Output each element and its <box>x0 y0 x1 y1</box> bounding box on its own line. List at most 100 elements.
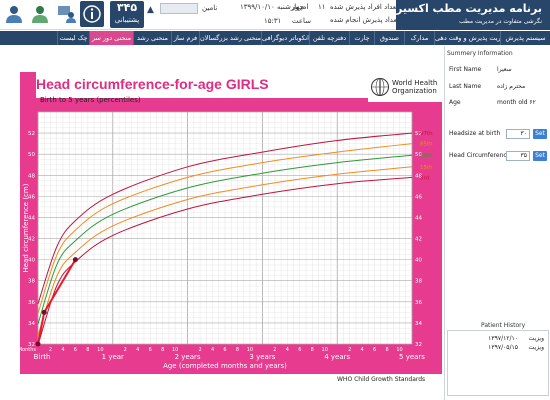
percentile-label: 97th <box>420 131 433 137</box>
x-month-tick: 10 <box>322 347 328 353</box>
x-month-tick: 2 <box>49 347 52 353</box>
x-year-label: 4 years <box>324 353 350 361</box>
y-tick-label: 40 <box>28 258 35 264</box>
x-month-tick: 8 <box>236 347 239 353</box>
percentile-curve-15th <box>37 166 413 336</box>
x-month-tick: 2 <box>124 347 127 353</box>
menu-reception-system[interactable]: سیستم پذیرش <box>500 31 550 45</box>
x-month-tick: 6 <box>373 347 376 353</box>
x-month-tick: 4 <box>61 347 64 353</box>
y-tick-label-right: 34 <box>415 321 422 327</box>
y-tick-label-right: 48 <box>415 173 422 179</box>
x-year-label: 2 years <box>175 353 201 361</box>
support-counter[interactable]: ۳۴۵ پشتیبانی <box>110 1 144 28</box>
last-name-value: محترم زاده <box>497 83 526 90</box>
app-title: برنامه مدیریت مطب اکسیر <box>396 2 542 15</box>
x-month-tick: 6 <box>149 347 152 353</box>
who-standards-footer: WHO Child Growth Standards <box>337 376 426 383</box>
menu-adult-growth[interactable]: منحنی رشد بزرگسالان <box>199 31 261 45</box>
menu-chart[interactable]: چارت <box>349 31 374 45</box>
menu-cashbox[interactable]: صندوق <box>374 31 404 45</box>
y-tick-label-right: 44 <box>415 215 422 221</box>
support-counter-value: ۳۴۵ <box>116 1 138 14</box>
x-month-tick: 10 <box>97 347 103 353</box>
menu-form-builder[interactable]: فرم ساز <box>171 31 199 45</box>
y-tick-label: 52 <box>28 131 35 137</box>
headsize-set-button[interactable]: Set <box>533 129 547 139</box>
y-tick-label: 46 <box>28 194 35 200</box>
chart-title-banner <box>36 72 370 98</box>
menu-phonebook[interactable]: دفترچه تلفن <box>309 31 349 45</box>
upload-arrow-icon[interactable]: ▲ <box>147 5 154 15</box>
first-name-value: سعیرا <box>497 66 512 73</box>
done-count-label: تعداد پذیرش انجام شده <box>330 16 399 24</box>
chart-subtitle: Birth to 5 years (percentiles) <box>40 96 141 104</box>
last-name-label: Last Name <box>449 83 482 90</box>
patient-point <box>41 309 47 315</box>
y-tick-label-right: 42 <box>415 237 422 243</box>
today-date-label: امروز <box>292 3 309 11</box>
y-tick-label: 44 <box>28 215 35 221</box>
y-tick-label: 48 <box>28 173 35 179</box>
y-tick-label-right: 36 <box>415 300 422 306</box>
x-month-tick: 6 <box>298 347 301 353</box>
percentile-label: 3rd <box>420 175 429 181</box>
percentile-label: 50th <box>420 153 433 159</box>
history-item-label[interactable]: ویزیت <box>528 344 544 351</box>
menu-reception-management[interactable]: مدیریت پذیرش و وقت دهی <box>434 31 500 45</box>
patient-point <box>72 257 78 263</box>
y-tick-label: 36 <box>28 300 35 306</box>
percentile-curve-97th <box>37 132 413 305</box>
head-circumference-label: Head Circumference <box>449 152 511 159</box>
presenter-user-icon[interactable] <box>54 1 78 27</box>
info-icon[interactable] <box>80 1 104 27</box>
x-month-tick: 4 <box>211 347 214 353</box>
y-tick-label-right: 32 <box>415 342 422 348</box>
patient-point <box>35 341 41 347</box>
history-item-date[interactable]: ۱۳۹۷/۰۵/۱۵ <box>488 344 518 351</box>
menu-growth-chart[interactable]: منحنی رشد <box>133 31 171 45</box>
top-header: ۳۴۵ پشتیبانی ▲ نامین ۱۳۹۹/۱۰/۱۰ چهارشنبه… <box>0 0 550 30</box>
y-tick-label-right: 50 <box>415 152 422 158</box>
head-circumference-set-button[interactable]: Set <box>533 151 547 161</box>
header-input-field[interactable] <box>160 3 198 14</box>
main-menu-bar: سیستم پذیرش مدیریت پذیرش و وقت دهی مدارک… <box>0 31 550 45</box>
who-line2: Organization <box>392 87 437 95</box>
menu-documents[interactable]: مدارک <box>404 31 434 45</box>
today-date-value: ۱۳۹۹/۱۰/۱۰ چهارشنبه <box>240 3 304 11</box>
staff-user-icon[interactable] <box>28 1 52 27</box>
who-emblem-icon <box>371 78 389 96</box>
patient-history-list[interactable]: ۱۳۹۷/۱۲/۱۰ ویزیت ۱۳۹۷/۰۵/۱۵ ویزیت <box>447 330 549 396</box>
y-tick-label-right: 46 <box>415 194 422 200</box>
history-item-date[interactable]: ۱۳۹۷/۱۲/۱۰ <box>488 335 518 342</box>
app-subtitle: نگرشی متفاوت در مدیریت مطب <box>459 18 542 25</box>
who-line1: World Health <box>392 79 438 87</box>
menu-checklist[interactable]: چک لیست <box>57 31 89 45</box>
x-month-tick: 8 <box>86 347 89 353</box>
y-tick-label: 38 <box>28 279 35 285</box>
y-tick-label: 42 <box>28 237 35 243</box>
x-month-tick: 2 <box>348 347 351 353</box>
menu-incubator[interactable]: انکوباتر دیوگرافی <box>261 31 309 45</box>
x-month-tick: 6 <box>223 347 226 353</box>
x-year-label: Birth <box>34 353 51 361</box>
who-logo: World Health Organization <box>370 74 442 100</box>
headsize-birth-input[interactable]: ۳۰ <box>506 129 530 139</box>
admitted-count-value: ۱۱ <box>318 3 326 11</box>
history-item-label[interactable]: ویزیت <box>528 335 544 342</box>
percentile-curve-3rd <box>37 176 413 346</box>
menu-head-circumference[interactable]: منحنی دور سر <box>89 31 133 45</box>
x-month-tick: 2 <box>198 347 201 353</box>
x-month-tick: 6 <box>74 347 77 353</box>
y-tick-label: 50 <box>28 152 35 158</box>
x-month-tick: 10 <box>172 347 178 353</box>
first-name-label: First Name <box>449 66 482 73</box>
y-tick-label-right: 52 <box>415 131 422 137</box>
x-month-tick: 8 <box>161 347 164 353</box>
header-icon-group <box>2 1 104 29</box>
percentile-label: 15th <box>420 165 433 171</box>
doctor-user-icon[interactable] <box>2 1 26 27</box>
head-circumference-input[interactable]: ۳۵ <box>506 151 530 161</box>
